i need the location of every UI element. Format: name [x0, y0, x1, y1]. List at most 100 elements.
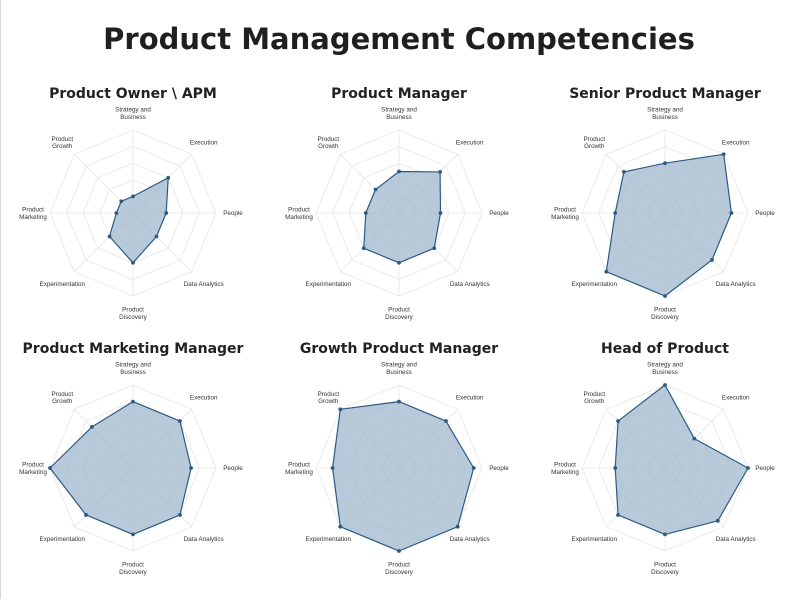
chart-title: Product Manager [331, 86, 467, 102]
axis-label-data-analytics: Data Analytics [184, 281, 224, 288]
axis-label-strategy-and-business: Strategy and Business [115, 362, 151, 376]
data-polygon [331, 400, 475, 552]
axis-label-execution: Execution [456, 394, 484, 401]
radar-plot: Strategy and Business Execution People Data … [551, 362, 775, 576]
data-point [114, 211, 119, 215]
data-point [613, 211, 618, 215]
axis-label-strategy-and-business: Strategy and Business [115, 107, 151, 121]
axis-label-people: People [223, 210, 243, 217]
radar-chart-product-manager: Product Manager Strategy and Business Exec… [266, 86, 532, 346]
chart-title: Product Marketing Manager [22, 341, 244, 357]
data-point [178, 419, 182, 423]
data-point [397, 260, 401, 265]
data-point [361, 246, 366, 251]
data-point [438, 170, 442, 174]
axis-label-product-growth: Product Growth [51, 391, 73, 405]
axis-label-product-growth: Product Growth [317, 391, 339, 405]
data-point [721, 152, 726, 157]
axis-label-experimentation: Experimentation [306, 281, 352, 288]
axis-label-data-analytics: Data Analytics [184, 536, 224, 543]
axis-label-strategy-and-business: Strategy and Business [381, 362, 417, 376]
data-point [338, 407, 343, 412]
data-polygon [614, 384, 749, 535]
axis-label-product-marketing: Product Marketing [285, 462, 313, 476]
data-point [164, 211, 169, 215]
data-point [397, 549, 401, 553]
axis-label-execution: Execution [456, 139, 484, 146]
data-point [166, 175, 171, 180]
data-point [663, 532, 667, 537]
data-point [131, 260, 135, 265]
data-point [178, 513, 182, 517]
chart-title: Head of Product [601, 341, 729, 357]
axis-label-strategy-and-business: Strategy and Business [381, 107, 417, 121]
data-point [710, 258, 714, 262]
data-point [616, 513, 620, 517]
chart-title: Senior Product Manager [569, 86, 761, 102]
radar-plot: Strategy and Business Execution People Data … [551, 107, 775, 321]
axis-label-execution: Execution [190, 139, 218, 146]
chart-title: Growth Product Manager [299, 341, 499, 357]
data-point [444, 419, 448, 423]
axis-label-data-analytics: Data Analytics [716, 536, 756, 543]
data-point [48, 466, 52, 470]
radar-chart-growth-product-manager: Growth Product Manager Strategy and Busin… [266, 341, 532, 601]
axis-label-execution: Execution [722, 139, 750, 146]
data-point [189, 466, 194, 470]
axis-label-product-growth: Product Growth [51, 136, 73, 150]
axis-label-product-marketing: Product Marketing [551, 207, 579, 221]
data-point [131, 532, 135, 537]
axis-label-strategy-and-business: Strategy and Business [647, 107, 683, 121]
page-title: Product Management Competencies [103, 22, 695, 56]
data-point [373, 187, 378, 192]
axis-label-execution: Execution [190, 394, 218, 401]
data-point [604, 269, 609, 274]
axis-label-product-growth: Product Growth [317, 136, 339, 150]
axis-label-product-growth: Product Growth [583, 136, 605, 150]
axis-label-product-marketing: Product Marketing [19, 207, 47, 221]
radar-plot: Strategy and Business Execution People Data … [19, 107, 243, 321]
data-point [663, 294, 667, 298]
data-point [471, 466, 476, 470]
data-polygon [605, 153, 732, 297]
axis-label-product-growth: Product Growth [583, 391, 605, 405]
data-point [107, 234, 112, 239]
data-point [154, 234, 159, 239]
axis-label-execution: Execution [722, 394, 750, 401]
data-point [613, 466, 618, 470]
axis-label-product-discovery: Product Discovery [385, 562, 413, 576]
radar-chart-head-of-product: Head of Product Strategy and Business Exec… [532, 341, 798, 601]
data-point [715, 518, 720, 523]
axis-label-experimentation: Experimentation [306, 536, 352, 543]
page-left-border [0, 0, 1, 599]
data-polygon [49, 400, 192, 535]
axis-label-data-analytics: Data Analytics [716, 281, 756, 288]
axis-label-experimentation: Experimentation [40, 536, 86, 543]
data-polygon [363, 170, 442, 264]
axis-label-people: People [223, 465, 243, 472]
data-point [692, 436, 697, 441]
data-point [729, 211, 734, 215]
axis-label-product-discovery: Product Discovery [651, 307, 679, 321]
data-point [622, 170, 626, 174]
chart-title: Product Owner \ APM [49, 86, 217, 102]
axis-label-experimentation: Experimentation [40, 281, 86, 288]
axis-label-people: People [489, 465, 509, 472]
axis-label-people: People [755, 210, 775, 217]
data-point [131, 399, 135, 404]
data-point [330, 466, 335, 470]
axis-label-data-analytics: Data Analytics [450, 281, 490, 288]
data-point [397, 399, 401, 404]
data-point [663, 161, 667, 166]
axis-label-product-discovery: Product Discovery [119, 562, 147, 576]
data-point [363, 211, 368, 215]
radar-chart-product-owner: Product Owner \ APM Strategy and Business… [0, 86, 266, 346]
axis-label-product-marketing: Product Marketing [19, 462, 47, 476]
data-point [455, 524, 460, 529]
axis-label-experimentation: Experimentation [572, 536, 618, 543]
data-polygon [108, 177, 169, 264]
radar-plot: Strategy and Business Execution People Data … [285, 362, 509, 576]
axis-label-product-discovery: Product Discovery [385, 307, 413, 321]
axis-label-product-marketing: Product Marketing [551, 462, 579, 476]
data-point [663, 383, 667, 387]
